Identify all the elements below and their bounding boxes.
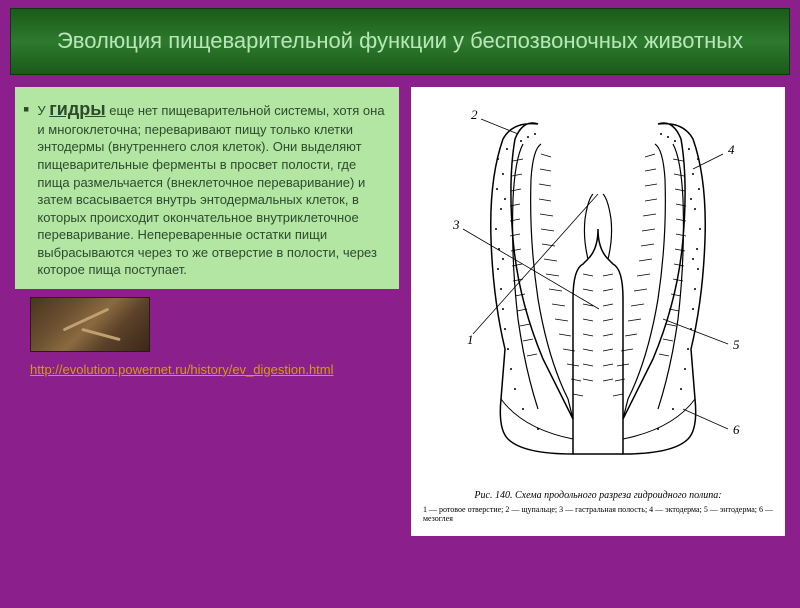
diagram-panel: 1 2 3 4 5 6 Рис. 140. Схема продольного … [411, 87, 785, 536]
prefix-text: У [37, 103, 49, 118]
slide-header: Эволюция пищеварительной функции у беспо… [10, 8, 790, 75]
slide-title: Эволюция пищеварительной функции у беспо… [31, 27, 769, 56]
label-2: 2 [471, 107, 478, 122]
source-link[interactable]: http://evolution.powernet.ru/history/ev_… [15, 352, 399, 377]
text-box: ▪ У гидры еще нет пищеварительной систем… [15, 87, 399, 289]
content-row: ▪ У гидры еще нет пищеварительной систем… [0, 87, 800, 536]
main-body: еще нет пищеварительной системы, хотя он… [37, 103, 384, 278]
thumbnail-image [30, 297, 150, 352]
label-1: 1 [467, 332, 474, 347]
label-4: 4 [728, 142, 735, 157]
cilia-right [613, 154, 657, 396]
label-5: 5 [733, 337, 740, 352]
figure-legend: 1 — ротовое отверстие; 2 — щупальце; 3 —… [423, 505, 773, 524]
body-text: У гидры еще нет пищеварительной системы,… [37, 97, 387, 279]
cilia-left [539, 154, 583, 396]
hydra-diagram: 1 2 3 4 5 6 Рис. 140. Схема продольного … [423, 99, 773, 524]
bullet-icon: ▪ [23, 97, 29, 279]
label-6: 6 [733, 422, 740, 437]
figure-caption: Рис. 140. Схема продольного разреза гидр… [423, 490, 773, 501]
cilia-center [583, 274, 613, 381]
label-3: 3 [452, 217, 460, 232]
hydra-svg: 1 2 3 4 5 6 [423, 99, 773, 479]
left-column: ▪ У гидры еще нет пищеварительной систем… [15, 87, 399, 536]
emphasis-word: гидры [49, 99, 105, 119]
